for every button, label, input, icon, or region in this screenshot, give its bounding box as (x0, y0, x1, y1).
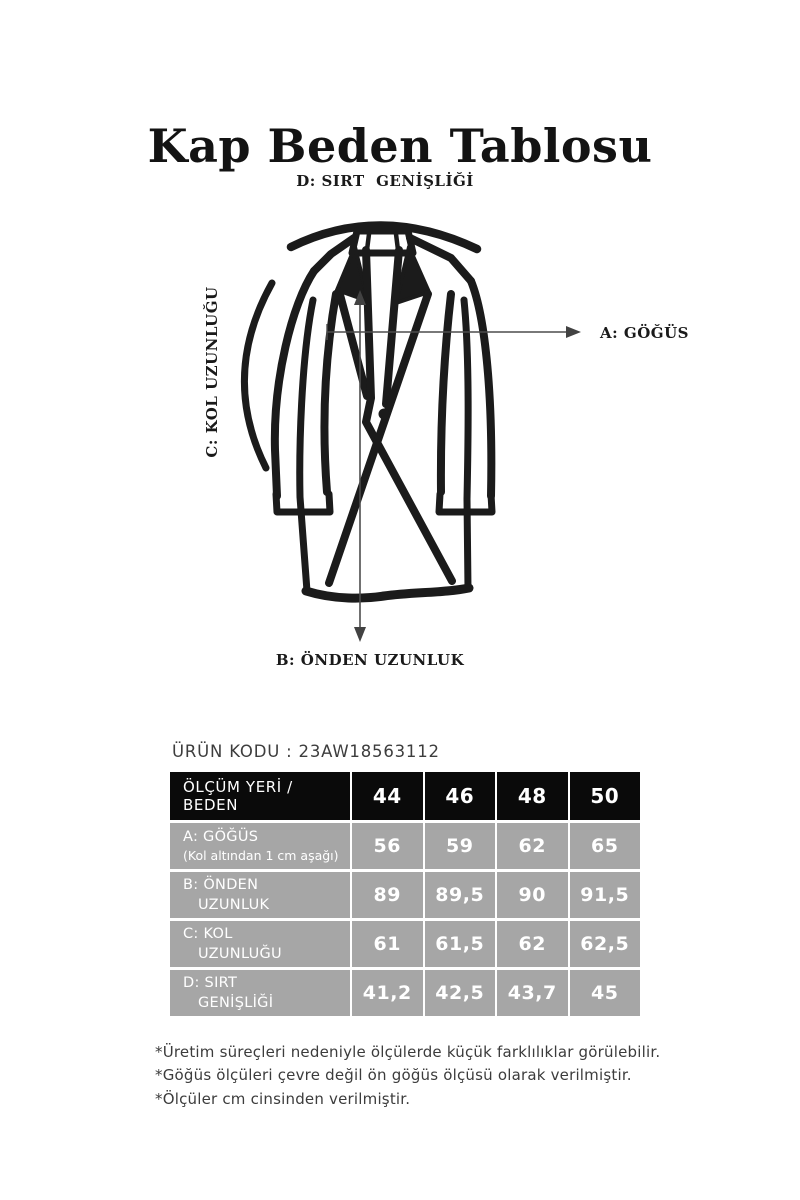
value-cell: 45 (569, 970, 640, 1016)
footnote-production: *Üretim süreçleri nedeniyle ölçülerde kü… (155, 1043, 661, 1061)
row-label-line1: A: GÖĞÜS (183, 829, 259, 846)
row-label-chest: A: GÖĞÜS (Kol altından 1 cm aşağı) (170, 823, 350, 869)
arrowhead-up-icon (354, 290, 366, 305)
label-front-length: B: ÖNDEN UZUNLUK (275, 651, 465, 669)
value-cell: 89 (352, 872, 423, 918)
right-body-seam (460, 296, 472, 593)
row-label-line2: (Kol altından 1 cm aşağı) (183, 848, 339, 864)
row-label-sleeve-length: C: KOL UZUNLUĞU (170, 921, 350, 967)
table-header-size-46: 46 (424, 772, 495, 820)
value-cell: 65 (569, 823, 640, 869)
row-label-line2: GENİŞLİĞİ (198, 995, 274, 1011)
hem (301, 583, 474, 603)
row-label-line1: C: KOL (183, 925, 233, 942)
footnote-units: *Ölçüler cm cinsinden verilmiştir. (155, 1089, 411, 1108)
row-label-line1: D: SIRT (183, 974, 238, 991)
value-cell: 56 (352, 823, 423, 869)
measure-arrows (326, 290, 581, 642)
row-label-line1: B: ÖNDEN (183, 876, 259, 893)
value-cell: 62,5 (569, 921, 640, 967)
arrowhead-down-icon (354, 627, 366, 642)
left-body-seam (296, 296, 317, 595)
value-cell: 90 (497, 872, 568, 918)
table-header-measure: ÖLÇÜM YERİ / BEDEN (170, 772, 350, 820)
table-header-size-50: 50 (569, 772, 640, 820)
right-lapel (394, 245, 431, 305)
label-back-width: D: SIRT GENİŞLİĞİ (296, 172, 474, 190)
value-cell: 89,5 (424, 872, 495, 918)
product-code: ÜRÜN KODU : 23AW18563112 (172, 742, 440, 761)
value-cell: 61 (352, 921, 423, 967)
row-label-back-width: D: SIRT GENİŞLİĞİ (170, 970, 350, 1016)
row-label-line2: UZUNLUĞU (198, 946, 282, 962)
left-lapel (335, 245, 370, 303)
right-outer-edge (467, 277, 496, 500)
page-title: Kap Beden Tablosu (147, 118, 653, 173)
value-cell: 59 (424, 823, 495, 869)
right-shoulder-seam (406, 234, 475, 285)
left-outer-edge (270, 267, 318, 500)
label-chest: A: GÖĞÜS (600, 324, 689, 342)
value-cell: 91,5 (569, 872, 640, 918)
right-front-edge (382, 246, 403, 408)
right-sleeve-inner (436, 290, 455, 496)
row-label-front-length: B: ÖNDEN UZUNLUK (170, 872, 350, 918)
value-cell: 41,2 (352, 970, 423, 1016)
left-shoulder-seam (310, 234, 358, 275)
value-cell: 62 (497, 823, 568, 869)
footnote-chest-measure: *Göğüs ölçüleri çevre değil ön göğüs ölç… (155, 1066, 632, 1085)
table-header-size-44: 44 (352, 772, 423, 820)
front-cross-edge (325, 290, 432, 587)
arrowhead-right-icon (566, 326, 581, 338)
value-cell: 43,7 (497, 970, 568, 1016)
shoulder-arc (286, 221, 482, 254)
size-table: ÖLÇÜM YERİ / BEDEN 44 46 48 50 A: GÖĞÜS … (170, 772, 640, 1016)
button-dot (378, 408, 390, 420)
sleeve-arc (240, 279, 276, 472)
left-front-edge (362, 246, 456, 585)
value-cell: 42,5 (424, 970, 495, 1016)
value-cell: 61,5 (424, 921, 495, 967)
coat-illustration (240, 221, 581, 642)
table-header-size-48: 48 (497, 772, 568, 820)
collar-detail (364, 231, 401, 253)
left-sleeve-inner (320, 290, 340, 496)
value-cell: 62 (497, 921, 568, 967)
left-lapel-edge (335, 287, 371, 400)
collar (348, 227, 417, 257)
footnotes: *Üretim süreçleri nedeniyle ölçülerde kü… (155, 1041, 660, 1111)
row-label-line2: UZUNLUK (198, 897, 270, 913)
